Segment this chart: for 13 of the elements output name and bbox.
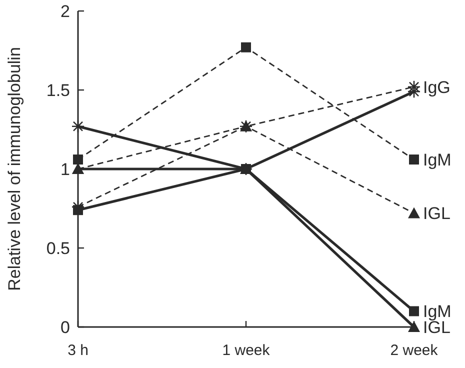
y-tick-label: 0	[60, 318, 70, 337]
y-tick-label: 1	[60, 160, 70, 179]
y-tick-label: 1.5	[46, 81, 70, 100]
y-tick-label: 2	[60, 2, 70, 21]
y-tick-label: 0.5	[46, 239, 70, 258]
series-label: IgM	[423, 302, 452, 322]
series-label: IgM	[423, 150, 452, 170]
series-label: IgG	[423, 78, 450, 97]
x-tick-label: 3 h	[68, 342, 88, 359]
x-tick-label: 1 week	[222, 342, 270, 359]
x-tick-label: 2 week	[390, 342, 438, 359]
series-label: IGL	[423, 204, 450, 224]
y-axis-title: Relative level of immunoglobulin	[5, 47, 24, 291]
